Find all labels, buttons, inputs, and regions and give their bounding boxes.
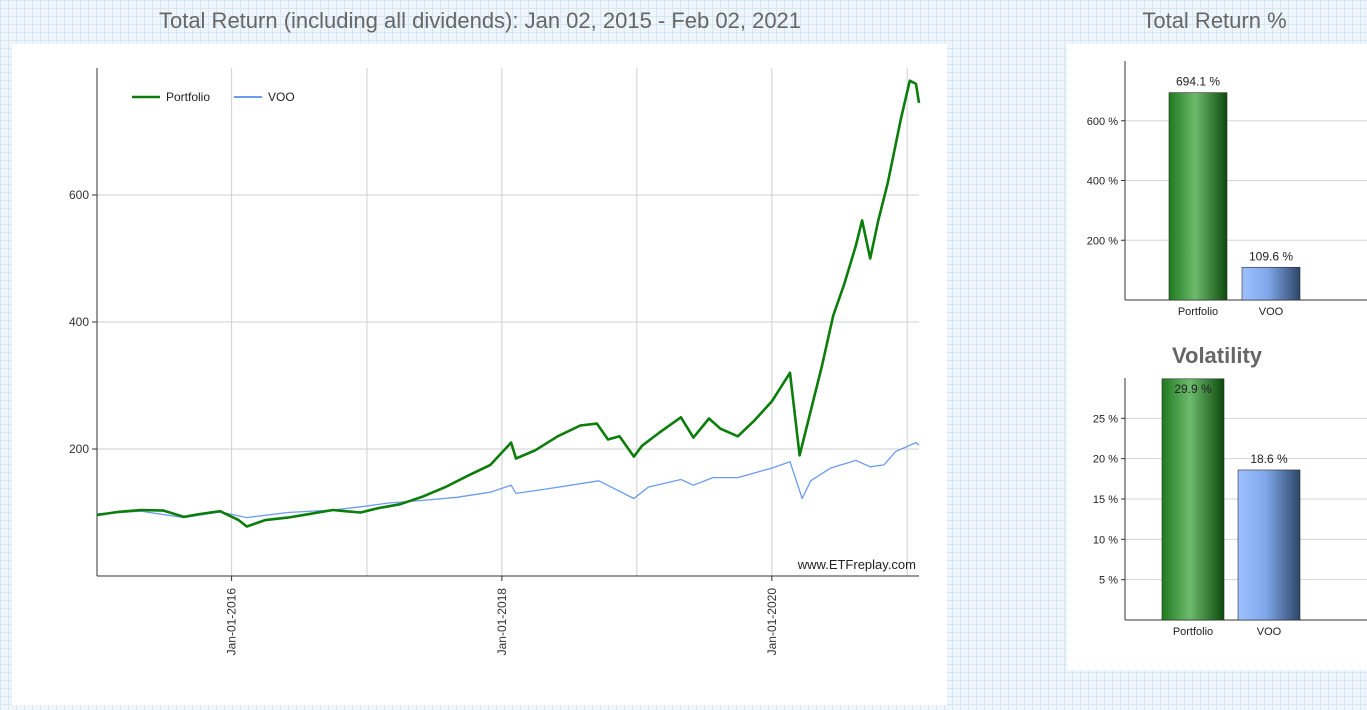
bar-value-label: 694.1 % [1176,75,1220,89]
volatility-title: Volatility [1172,343,1263,368]
legend-label-portfolio: Portfolio [166,90,210,104]
y-tick-label: 20 % [1093,454,1118,466]
total-return-bar-chart: 200 % 400 % 600 % 694.1 % Portfolio 109.6 % VO… [1087,61,1367,318]
y-tick-label: 200 % [1087,235,1118,247]
portfolio-line [96,79,921,528]
bar-portfolio [1168,92,1228,301]
bar-voo [1241,266,1301,301]
watermark: www.ETFreplay.com [797,557,916,572]
y-tick-label: 400 [69,315,89,329]
bar-value-label: 29.9 % [1174,382,1212,396]
x-category-label: Portfolio [1178,306,1218,318]
bar-value-label: 109.6 % [1249,249,1293,263]
y-tick-label: 200 [69,442,89,456]
volatility-bar-panel: Volatility 5 % 10 % 15 % 20 % 25 % 29.9 % Portf… [1067,340,1367,670]
total-return-bar-panel: 200 % 400 % 600 % 694.1 % Portfolio 109.6 % VO… [1067,44,1367,344]
y-tick-label: 15 % [1093,494,1118,506]
legend-label-voo: VOO [268,90,295,104]
x-tick-label: Jan-01-2020 [765,588,779,656]
x-tick-label: Jan-01-2018 [495,588,509,656]
voo-line [96,441,920,519]
bar-voo [1237,469,1301,621]
y-tick-label: 600 % [1087,116,1118,128]
x-tick-label: Jan-01-2016 [225,588,239,656]
x-category-label: VOO [1259,306,1284,318]
x-category-label: VOO [1257,626,1282,638]
bar-portfolio [1161,378,1225,621]
bar-value-label: 18.6 % [1250,452,1288,466]
y-tick-label: 600 [69,188,89,202]
y-tick-label: 25 % [1093,413,1118,425]
total-return-title: Total Return % [1142,8,1287,33]
y-tick-label: 5 % [1099,575,1118,587]
line-chart: 200 400 600 Jan-01-2016 Jan-01-2018 Jan-01-20… [69,68,921,656]
chart-title: Total Return (including all dividends): … [158,8,802,33]
x-category-label: Portfolio [1173,626,1213,638]
line-chart-panel: 200 400 600 Jan-01-2016 Jan-01-2018 Jan-01-20… [12,44,947,705]
y-tick-label: 400 % [1087,176,1118,188]
y-tick-label: 10 % [1093,534,1118,546]
volatility-bar-chart: Volatility 5 % 10 % 15 % 20 % 25 % 29.9 % Portf… [1093,343,1367,638]
